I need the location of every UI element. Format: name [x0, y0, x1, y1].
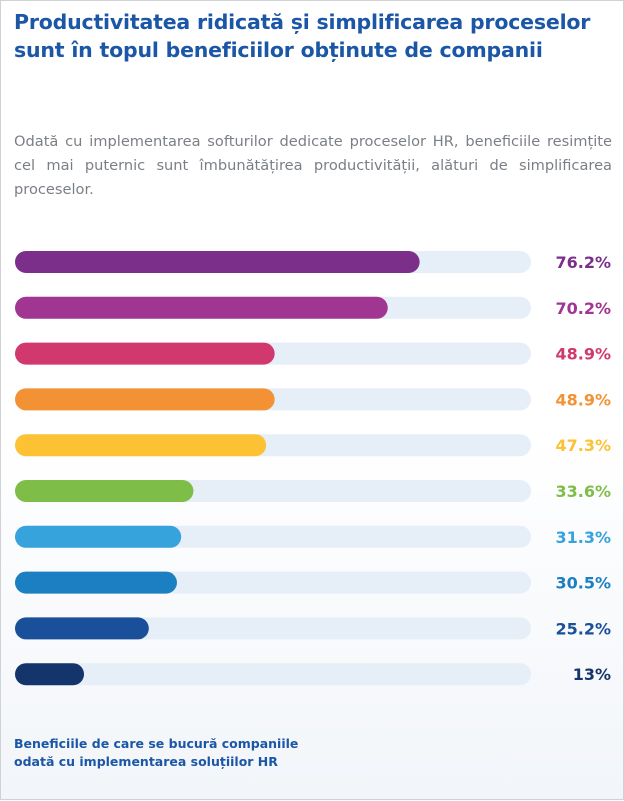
chart-footnote: Beneficiile de care se bucură companiile… [14, 736, 299, 769]
bar [15, 525, 182, 548]
bar [15, 434, 267, 457]
data-label: 70.2% [555, 299, 611, 318]
bar [15, 617, 149, 640]
bar [15, 388, 275, 411]
data-label: 31.3% [555, 528, 611, 547]
bar-track [15, 663, 531, 686]
bar [15, 251, 420, 273]
bar [15, 296, 388, 319]
bar [15, 480, 194, 502]
data-label: 33.6% [555, 482, 611, 501]
data-label: 13% [573, 665, 611, 684]
data-label: 48.9% [555, 345, 611, 364]
chart-subtitle: Odată cu implementarea softurilor dedica… [14, 133, 612, 198]
data-label: 30.5% [555, 574, 611, 593]
bar [15, 571, 177, 594]
data-label: 25.2% [555, 619, 611, 638]
data-label: 48.9% [555, 390, 611, 409]
chart-title: Productivitatea ridicată și simplificare… [14, 10, 591, 62]
bar [15, 342, 275, 365]
data-label: 47.3% [555, 436, 611, 455]
data-label: 76.2% [555, 253, 611, 272]
bar [15, 663, 85, 686]
